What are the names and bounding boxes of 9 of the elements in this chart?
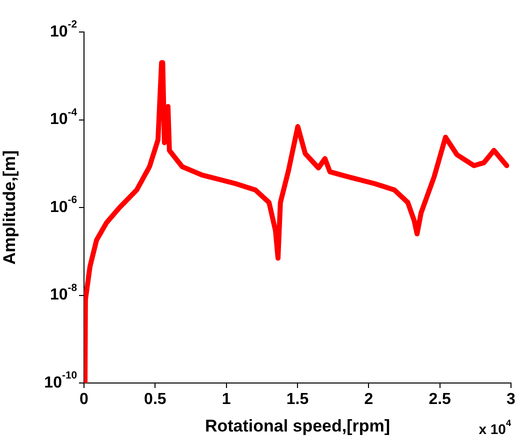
x-tick-label: 1.5: [286, 391, 309, 408]
x-tick-label: 2: [364, 391, 374, 408]
x-axis-title: Rotational speed,[rpm]: [204, 416, 390, 436]
x-tick-label: 0: [80, 391, 89, 408]
x-tick-label: 1: [222, 391, 231, 408]
x-tick-label: 2.5: [428, 391, 452, 408]
x-tick-label: 3: [506, 391, 516, 408]
x-tick-label: 0.5: [144, 391, 166, 408]
y-axis-title: Amplitude,[m]: [0, 150, 19, 265]
